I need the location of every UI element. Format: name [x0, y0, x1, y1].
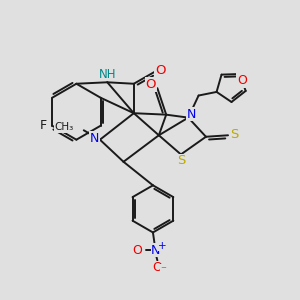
Text: O: O — [155, 64, 166, 77]
Text: N: N — [151, 244, 160, 256]
Text: S: S — [230, 128, 239, 141]
Text: O: O — [237, 74, 247, 87]
Text: ⁻: ⁻ — [160, 265, 166, 275]
Text: S: S — [177, 154, 186, 167]
Text: N: N — [187, 108, 196, 121]
Text: NH: NH — [99, 68, 117, 80]
Text: O: O — [152, 261, 162, 274]
Text: CH₃: CH₃ — [54, 122, 74, 132]
Text: N: N — [90, 132, 99, 145]
Text: +: + — [158, 241, 166, 251]
Text: F: F — [40, 119, 47, 132]
Text: O: O — [146, 78, 156, 91]
Text: O: O — [132, 244, 142, 256]
